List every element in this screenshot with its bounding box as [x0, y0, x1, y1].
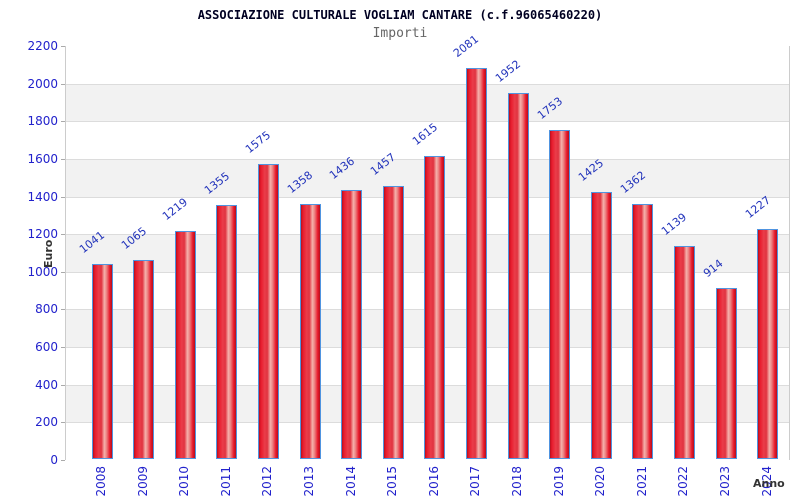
y-tick-label: 2000 — [27, 76, 58, 91]
y-tick-mark — [61, 234, 65, 236]
y-tick-label: 800 — [35, 302, 58, 317]
chart-subtitle: Importi — [372, 26, 428, 41]
y-tick-label: 0 — [50, 453, 58, 467]
y-tick-label: 2200 — [27, 39, 58, 53]
x-tick-label: 2014 — [343, 466, 358, 497]
y-tick-mark — [61, 460, 65, 461]
x-tick-label: 2011 — [218, 466, 233, 497]
y-tick-label: 1600 — [27, 151, 58, 166]
bar-2012 — [257, 164, 279, 459]
bar-2020 — [590, 192, 612, 459]
gridline — [66, 121, 789, 123]
y-tick-mark — [61, 158, 65, 160]
x-tick-label: 2016 — [426, 466, 441, 497]
bar-2011 — [216, 205, 238, 459]
x-tick-label: 2018 — [510, 466, 524, 497]
y-tick-label: 1200 — [27, 227, 58, 242]
bar-2019 — [549, 130, 571, 459]
y-tick-mark — [61, 384, 65, 386]
bar-2016 — [424, 156, 446, 459]
y-tick-mark — [61, 121, 65, 123]
y-tick-mark — [61, 422, 65, 424]
y-tick-label: 200 — [35, 415, 58, 430]
y-tick-label: 1400 — [27, 189, 58, 204]
x-tick-label: 2008 — [94, 466, 108, 497]
y-tick-label: 1000 — [27, 264, 58, 279]
bar-2013 — [299, 204, 321, 459]
x-tick-label: 2019 — [551, 466, 566, 497]
y-tick-mark — [61, 83, 65, 85]
bar-2021 — [632, 204, 654, 459]
bar-2015 — [382, 186, 404, 459]
y-tick-mark — [61, 196, 65, 198]
x-axis-title: Anno — [753, 477, 785, 490]
plot-band — [66, 83, 789, 122]
x-tick-label: 2017 — [468, 466, 483, 497]
bar-2017 — [465, 68, 487, 459]
x-tick-label: 2023 — [718, 466, 732, 497]
y-tick-label: 600 — [35, 340, 58, 355]
y-tick-mark — [61, 271, 65, 273]
y-tick-mark — [61, 309, 65, 311]
x-tick-label: 2013 — [302, 466, 316, 497]
bar-2014 — [341, 190, 363, 459]
x-tick-label: 2015 — [385, 466, 400, 497]
x-tick-label: 2022 — [676, 466, 691, 497]
x-tick-label: 2010 — [177, 466, 192, 497]
y-axis-title: Euro — [42, 239, 55, 268]
plot-band — [66, 46, 789, 84]
bar-2024 — [757, 229, 779, 459]
bar-2008 — [91, 264, 113, 459]
bar-2018 — [507, 93, 529, 459]
y-tick-mark — [61, 46, 65, 47]
chart-title: ASSOCIAZIONE CULTURALE VOGLIAM CANTARE (… — [197, 8, 603, 22]
plot-band — [66, 121, 789, 159]
x-tick-label: 2009 — [135, 466, 150, 497]
bar-2023 — [715, 288, 737, 459]
y-tick-label: 400 — [35, 377, 58, 392]
y-tick-label: 1800 — [27, 114, 58, 129]
x-tick-label: 2012 — [260, 466, 275, 497]
bar-2022 — [673, 246, 695, 459]
bar-2009 — [133, 260, 155, 459]
x-tick-label: 2021 — [634, 466, 649, 497]
x-tick-label: 2020 — [593, 466, 608, 497]
bar-2010 — [174, 231, 196, 459]
y-tick-mark — [61, 347, 65, 349]
gridline — [66, 83, 789, 85]
